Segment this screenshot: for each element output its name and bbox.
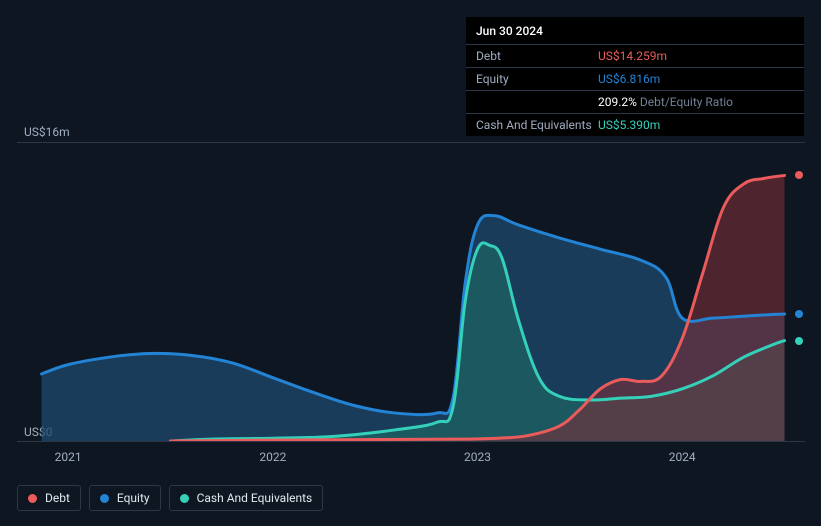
- tooltip-row: EquityUS$6.816m: [466, 68, 804, 91]
- chart-plot-area: [17, 143, 805, 441]
- legend-swatch: [28, 494, 37, 503]
- legend-item-debt[interactable]: Debt: [17, 485, 81, 511]
- tooltip-row-value: 209.2% Debt/Equity Ratio: [598, 95, 794, 109]
- debt-end-marker: [795, 171, 803, 179]
- tooltip-row: DebtUS$14.259m: [466, 45, 804, 68]
- tooltip-row-value: US$14.259m: [598, 49, 794, 63]
- cash-end-marker: [795, 337, 803, 345]
- tooltip-row: 209.2% Debt/Equity Ratio: [466, 91, 804, 114]
- legend-item-equity[interactable]: Equity: [89, 485, 161, 511]
- x-axis-tick: 2023: [464, 450, 491, 464]
- legend-label: Equity: [117, 491, 150, 505]
- tooltip-rows: DebtUS$14.259mEquityUS$6.816m209.2% Debt…: [466, 45, 804, 136]
- tooltip-row-label: Debt: [476, 49, 598, 63]
- y-axis-max-label: US$16m: [24, 125, 70, 139]
- tooltip-row-label: [476, 95, 598, 109]
- equity-end-marker: [795, 310, 803, 318]
- tooltip-row-value: US$5.390m: [598, 118, 794, 132]
- tooltip-row: Cash And EquivalentsUS$5.390m: [466, 114, 804, 136]
- x-axis-tick: 2024: [669, 450, 696, 464]
- chart-legend: Debt Equity Cash And Equivalents: [17, 485, 323, 511]
- legend-item-cash[interactable]: Cash And Equivalents: [169, 485, 324, 511]
- legend-label: Debt: [45, 491, 70, 505]
- x-axis-tick: 2022: [259, 450, 286, 464]
- tooltip-row-label: Cash And Equivalents: [476, 118, 598, 132]
- chart-tooltip: Jun 30 2024 DebtUS$14.259mEquityUS$6.816…: [466, 17, 804, 136]
- plot-bottom-gridline: [17, 441, 805, 442]
- legend-swatch: [180, 494, 189, 503]
- tooltip-row-value: US$6.816m: [598, 72, 794, 86]
- legend-swatch: [100, 494, 109, 503]
- tooltip-date: Jun 30 2024: [466, 17, 804, 45]
- x-axis-tick: 2021: [55, 450, 82, 464]
- tooltip-row-label: Equity: [476, 72, 598, 86]
- legend-label: Cash And Equivalents: [197, 491, 313, 505]
- debt-equity-chart: Jun 30 2024 DebtUS$14.259mEquityUS$6.816…: [0, 0, 821, 526]
